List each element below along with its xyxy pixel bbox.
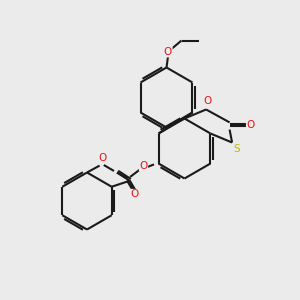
Text: O: O: [140, 160, 148, 171]
Text: O: O: [98, 153, 107, 163]
Text: O: O: [247, 120, 255, 130]
Text: S: S: [233, 144, 240, 154]
Text: O: O: [203, 96, 212, 106]
Text: O: O: [164, 47, 172, 57]
Text: O: O: [130, 189, 139, 200]
